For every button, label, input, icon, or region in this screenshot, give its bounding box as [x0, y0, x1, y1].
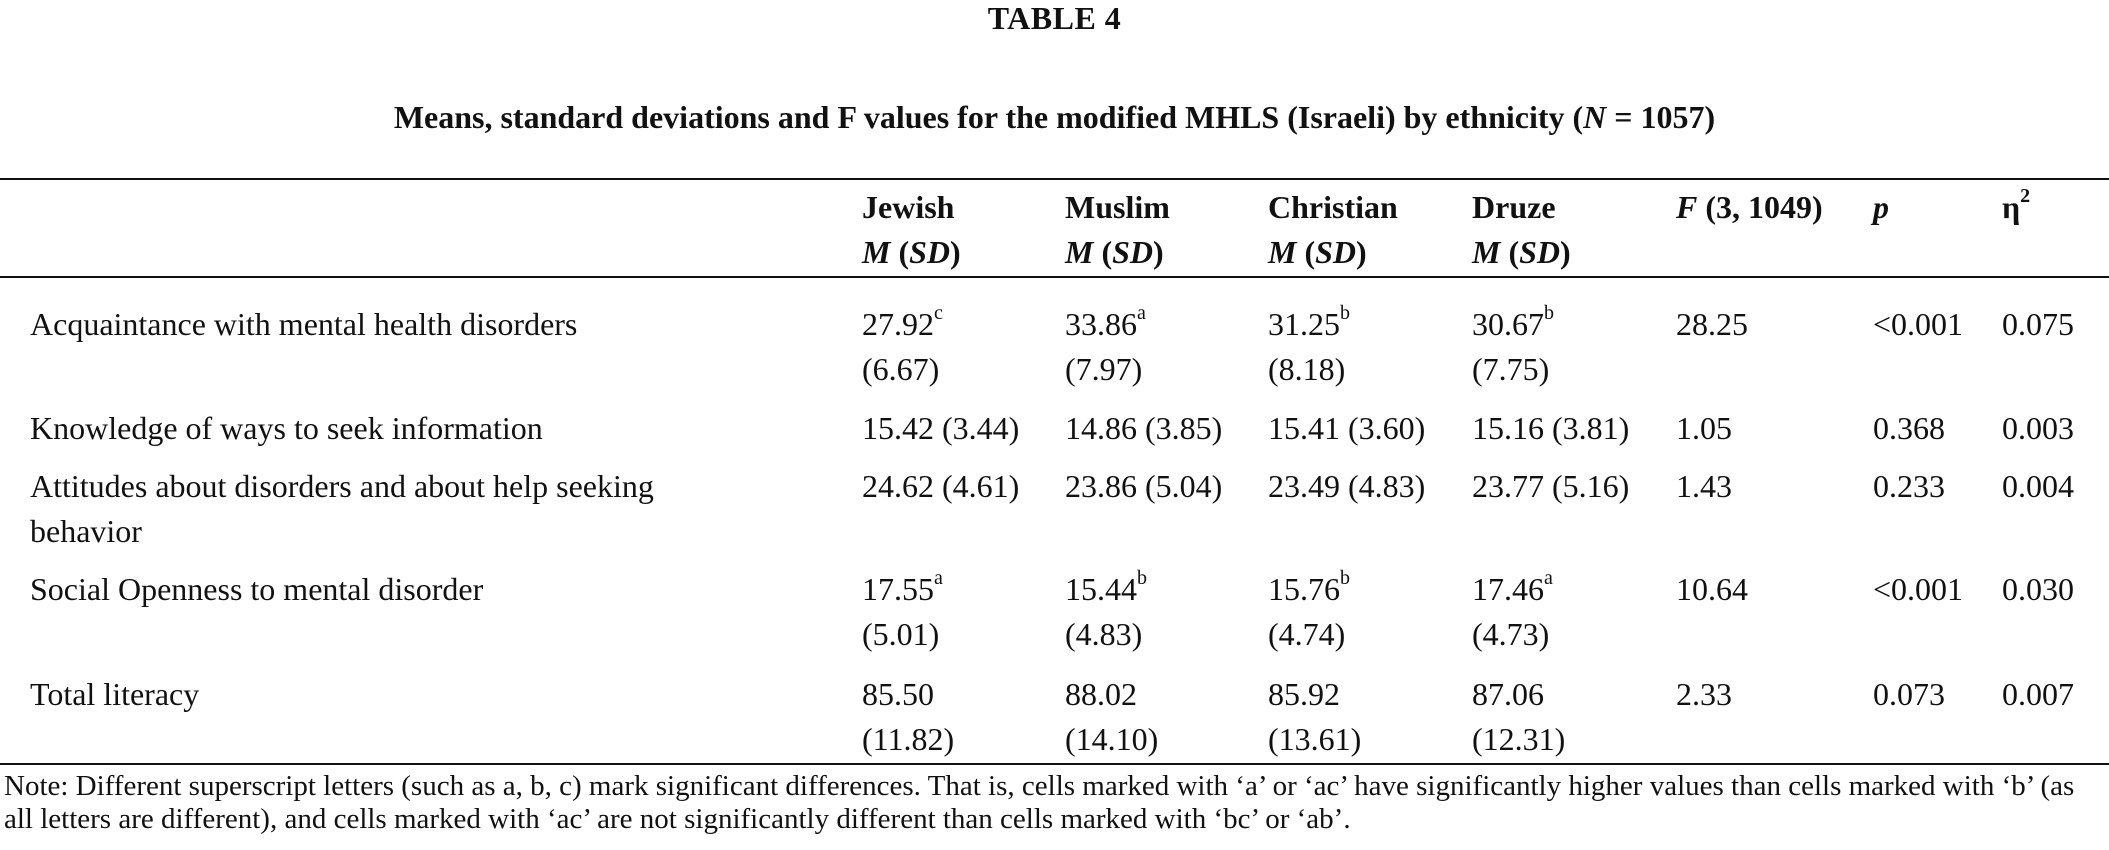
row-label-social-openness: Social Openness to mental disorder [30, 571, 484, 607]
header-rule [0, 276, 2109, 278]
row-label-acquaintance: Acquaintance with mental health disorder… [30, 306, 578, 342]
cell-christian: 15.76b (4.74) [1268, 567, 1350, 652]
cell-muslim: 14.86 (3.85) [1065, 410, 1223, 446]
col-header-name: Christian [1268, 189, 1398, 225]
cell-eta: 0.030 [2002, 571, 2074, 607]
cell-p: 0.368 [1873, 410, 1945, 446]
cell-christian: 85.92 (13.61) [1268, 676, 1362, 757]
cell-jewish: 85.50 (11.82) [862, 676, 955, 757]
cell-muslim: 88.02 (14.10) [1065, 676, 1159, 757]
cell-f: 1.43 [1676, 468, 1732, 504]
cell-f: 2.33 [1676, 676, 1732, 712]
caption-text-post: = 1057) [1606, 99, 1716, 135]
cell-f: 10.64 [1676, 571, 1748, 607]
cell-p: 0.073 [1873, 676, 1945, 712]
col-header-p: p [1873, 189, 1889, 225]
table-label: TABLE 4 [987, 0, 1122, 36]
col-header-muslim: Muslim M (SD) [1065, 185, 1170, 275]
cell-christian: 31.25b (8.18) [1268, 302, 1350, 387]
col-header-name: Jewish [862, 189, 955, 225]
col-header-eta: η2 [2002, 185, 2031, 225]
col-header-stat: M (SD) [862, 234, 961, 270]
bottom-rule [0, 763, 2109, 765]
top-rule [0, 178, 2109, 180]
col-header-christian: Christian M (SD) [1268, 185, 1398, 275]
row-label-total-literacy: Total literacy [30, 676, 200, 712]
col-header-druze: Druze M (SD) [1472, 185, 1571, 275]
cell-eta: 0.004 [2002, 468, 2074, 504]
col-header-name: Muslim [1065, 189, 1170, 225]
row-label-knowledge: Knowledge of ways to seek information [30, 410, 543, 446]
cell-p: <0.001 [1873, 571, 1964, 607]
cell-jewish: 24.62 (4.61) [862, 468, 1020, 504]
cell-jewish: 15.42 (3.44) [862, 410, 1020, 446]
col-header-stat: M (SD) [1472, 234, 1571, 270]
cell-eta: 0.003 [2002, 410, 2074, 446]
col-header-name: Druze [1472, 189, 1556, 225]
col-header-f: F (3, 1049) [1676, 189, 1823, 225]
cell-christian: 15.41 (3.60) [1268, 410, 1426, 446]
cell-druze: 17.46a (4.73) [1472, 567, 1553, 652]
cell-jewish: 27.92c (6.67) [862, 302, 943, 387]
caption-text-pre: Means, standard deviations and F values … [393, 99, 1584, 135]
cell-christian: 23.49 (4.83) [1268, 468, 1426, 504]
cell-druze: 30.67b (7.75) [1472, 302, 1554, 387]
cell-druze: 23.77 (5.16) [1472, 468, 1630, 504]
cell-eta: 0.007 [2002, 676, 2074, 712]
col-header-jewish: Jewish M (SD) [862, 185, 961, 275]
table-note: Note: Different superscript letters (suc… [4, 770, 2075, 835]
cell-f: 1.05 [1676, 410, 1732, 446]
col-header-stat: M (SD) [1065, 234, 1164, 270]
col-header-stat: M (SD) [1268, 234, 1367, 270]
cell-muslim: 15.44b (4.83) [1065, 567, 1147, 652]
caption-n: N [1583, 99, 1607, 135]
cell-p: <0.001 [1873, 306, 1964, 342]
cell-f: 28.25 [1676, 306, 1748, 342]
row-label-attitudes: Attitudes about disorders and about help… [30, 468, 654, 549]
cell-muslim: 33.86a (7.97) [1065, 302, 1146, 387]
table-caption: Means, standard deviations and F values … [0, 97, 2109, 137]
cell-druze: 15.16 (3.81) [1472, 410, 1630, 446]
cell-p: 0.233 [1873, 468, 1945, 504]
cell-druze: 87.06 (12.31) [1472, 676, 1566, 757]
cell-jewish: 17.55a (5.01) [862, 567, 943, 652]
cell-muslim: 23.86 (5.04) [1065, 468, 1223, 504]
cell-eta: 0.075 [2002, 306, 2074, 342]
